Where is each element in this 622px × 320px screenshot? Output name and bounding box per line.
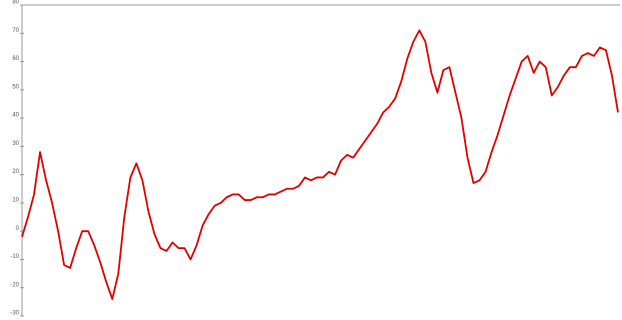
y-tick-label: 0 [16, 226, 20, 232]
y-tick-label: 30 [12, 141, 19, 147]
y-tick-label: 70 [12, 28, 19, 34]
y-tick-label: 60 [12, 56, 19, 62]
y-tick-label: 20 [12, 169, 19, 175]
y-tick-label: 40 [12, 113, 19, 119]
y-tick-label: -10 [10, 254, 19, 260]
data-line [21, 29, 619, 300]
y-tick-label: 50 [12, 84, 19, 90]
y-tick-label: -20 [10, 282, 19, 288]
y-tick-label: -30 [10, 311, 19, 317]
y-tick-label: 80 [12, 0, 19, 6]
y-tick-label: 10 [12, 197, 19, 203]
